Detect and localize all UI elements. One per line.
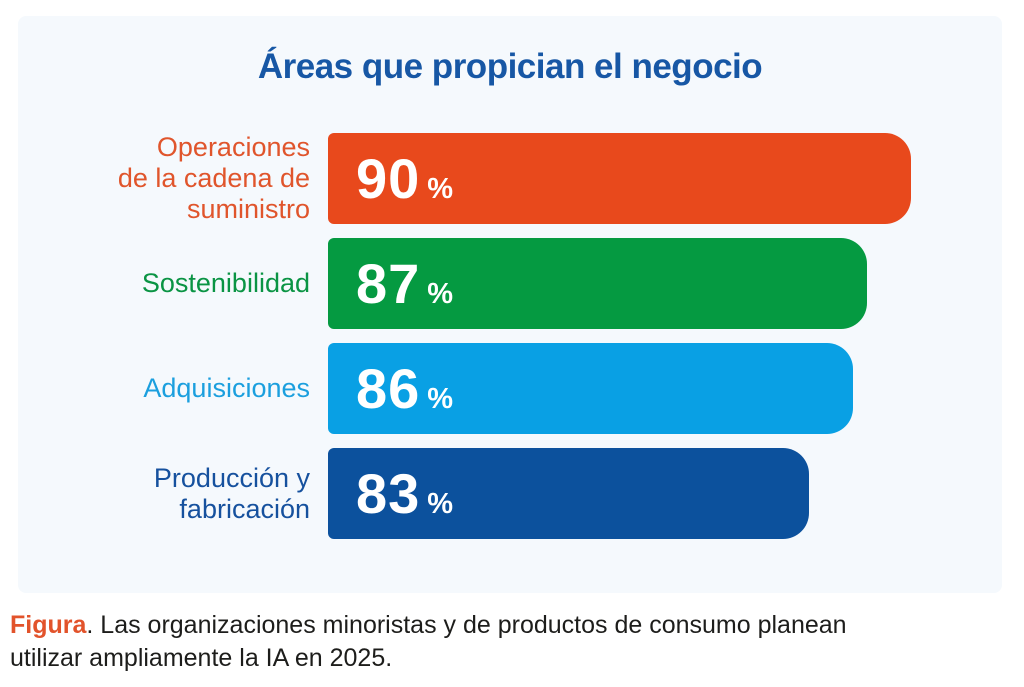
bar-row: Sostenibilidad 87 % [18,238,1002,329]
bar-value-group: 87 % [356,251,453,316]
bar-label: Producción y fabricación [153,462,310,524]
bar: 86 % [328,343,853,434]
bar-unit: % [427,383,454,415]
bar-row: Adquisiciones 86 % [18,343,1002,434]
bar-row: Operaciones de la cadena de suministro 9… [18,132,1002,224]
bar-value: 86 [356,357,421,420]
bar-label: Operaciones de la cadena de suministro [117,132,310,224]
chart-title: Áreas que propician el negocio [257,47,763,86]
bar-value: 90 [356,147,421,210]
bar: 83 % [328,448,809,539]
bar-label: Adquisiciones [143,373,310,403]
bar-value-group: 90 % [356,146,453,211]
bar-chart: Operaciones de la cadena de suministro 9… [18,132,1002,539]
figure-caption: Figura. Las organizaciones minoristas y … [10,609,1018,675]
chart-panel: Áreas que propician el negocio Operacion… [18,16,1002,593]
bar-unit: % [427,173,454,205]
bar-unit: % [427,278,454,310]
bar-label: Sostenibilidad [141,268,310,298]
bar-row: Producción y fabricación 83 % [18,448,1002,539]
bar: 87 % [328,238,867,329]
bar-value-group: 83 % [356,461,453,526]
bar-unit: % [427,488,454,520]
bar-value: 83 [356,462,421,525]
caption-text: . Las organizaciones minoristas y de pro… [10,611,847,672]
bar-value-group: 86 % [356,356,453,421]
bar: 90 % [328,133,911,224]
bar-value: 87 [356,252,421,315]
caption-prefix: Figura [10,611,87,639]
